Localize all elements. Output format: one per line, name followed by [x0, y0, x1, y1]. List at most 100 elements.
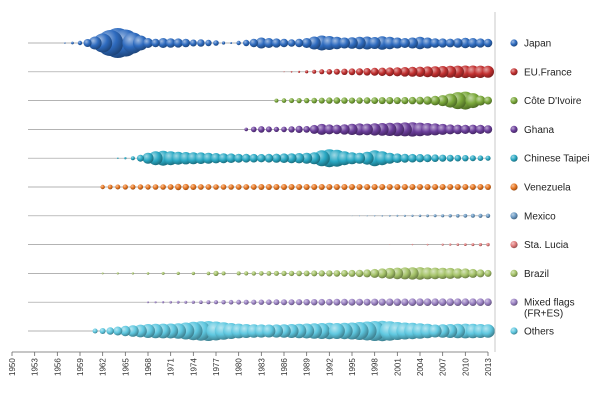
legend-label: Mixed flags (FR+ES) [524, 298, 575, 320]
bubble-c-te-d-ivoire-1999 [378, 97, 386, 105]
bubble-venezuela-1973 [182, 183, 189, 191]
bubble-mixed-flags-fr-es-1986 [281, 299, 287, 306]
legend-item-mixed-flags-fr-es: Mixed flags (FR+ES) [510, 298, 575, 320]
bubble-mixed-flags-fr-es-2010 [461, 298, 470, 307]
bubble-c-te-d-ivoire-1987 [289, 98, 295, 104]
bubble-mexico-2012 [478, 213, 483, 218]
bubble-mexico-2005 [426, 214, 429, 218]
bubble-mixed-flags-fr-es-2003 [408, 298, 417, 307]
bubble-ghana-1993 [332, 124, 342, 135]
bubble-venezuela-2009 [454, 184, 461, 190]
legend-marker [510, 68, 518, 76]
legend-item-brazil: Brazil [510, 269, 549, 280]
legend-label: Côte D'Ivoire [524, 96, 582, 107]
bubble-c-te-d-ivoire-1995 [348, 97, 356, 104]
bubble-others-1962 [99, 328, 106, 334]
bubble-brazil-1988 [296, 270, 302, 277]
bubble-japan-1981 [243, 39, 250, 47]
legend-marker [510, 298, 518, 306]
bubble-chinese-taipei-2012 [477, 155, 484, 161]
bubble-venezuela-1985 [273, 184, 280, 190]
bubble-brazil-1962 [101, 272, 104, 275]
legend-marker [510, 241, 518, 249]
bubble-venezuela-1974 [190, 184, 197, 190]
x-tick-label: 1974 [189, 358, 198, 376]
bubble-japan-1957 [64, 42, 66, 44]
bubble-mexico-1997 [366, 215, 368, 217]
legend-label: Brazil [524, 269, 549, 280]
bubble-mexico-1995 [351, 215, 353, 217]
bubble-japan-1985 [271, 38, 282, 48]
bubble-japan-1970 [158, 38, 169, 48]
bubble-brazil-1966 [131, 272, 135, 275]
bubble-chinese-taipei-1989 [301, 152, 313, 164]
bubble-brazil-2013 [484, 269, 492, 277]
bubble-ghana-1988 [295, 125, 303, 133]
bubble-mixed-flags-fr-es-1995 [348, 298, 356, 306]
bubble-ghana-1990 [309, 124, 319, 134]
bubble-c-te-d-ivoire-1992 [326, 97, 333, 104]
bubble-venezuela-1986 [281, 184, 287, 190]
bubble-ghana-1989 [303, 125, 311, 133]
legend-item-mexico: Mexico [510, 211, 556, 222]
legend-marker [510, 97, 518, 105]
bubble-brazil-1998 [370, 268, 380, 278]
bubble-mixed-flags-fr-es-1996 [356, 298, 364, 306]
bubble-mixed-flags-fr-es-1980 [236, 299, 242, 305]
legend-label: EU.France [524, 67, 572, 78]
bubble-brazil-2009 [452, 268, 463, 279]
bubble-japan-1983 [255, 37, 267, 49]
bubble-mixed-flags-fr-es-1987 [288, 299, 295, 306]
bubble-eu-france-1986 [283, 71, 285, 73]
bubble-brazil-1978 [221, 271, 226, 276]
bubble-brazil-1987 [288, 270, 295, 277]
bubble-brazil-2008 [444, 267, 456, 279]
series-row-ghana [28, 122, 493, 137]
x-axis: 1950 1953 1956 1959 1962 1965 1968 1971 1974 1977… [8, 351, 493, 376]
x-tick-label: 1998 [371, 358, 380, 376]
bubble-chinese-taipei-1977 [210, 153, 222, 164]
x-tick-label: 1953 [31, 358, 40, 376]
bubble-brazil-1999 [377, 268, 388, 279]
bubble-venezuela-1967 [137, 184, 144, 190]
bubble-chinese-taipei-1981 [241, 153, 251, 163]
bubble-ghana-1985 [273, 126, 280, 132]
bubble-venezuela-1988 [296, 184, 303, 190]
bubble-chinese-taipei-2011 [469, 155, 476, 162]
bubble-japan-1980 [236, 40, 241, 46]
bubble-japan-2013 [483, 38, 493, 48]
bubble-c-te-d-ivoire-1994 [341, 97, 348, 104]
bubble-mixed-flags-fr-es-1973 [184, 300, 188, 304]
bubble-c-te-d-ivoire-2002 [401, 97, 409, 105]
bubble-japan-1978 [221, 41, 226, 45]
bubble-eu-france-1998 [370, 67, 379, 76]
bubble-brazil-2012 [476, 269, 485, 278]
bubble-brazil-1980 [236, 271, 241, 276]
bubble-venezuela-1981 [243, 184, 250, 190]
bubble-brazil-1983 [259, 271, 264, 276]
series-rows [28, 28, 495, 342]
bubble-venezuela-2006 [432, 184, 439, 190]
bubble-mexico-2002 [403, 214, 406, 217]
bubble-japan-1969 [151, 38, 160, 48]
bubble-japan-1994 [338, 37, 350, 49]
bubble-venezuela-1976 [205, 184, 212, 190]
bubble-chinese-taipei-2003 [408, 153, 417, 163]
bubble-chinese-taipei-1987 [286, 153, 297, 164]
bubble-mixed-flags-fr-es-1968 [147, 301, 149, 304]
bubble-c-te-d-ivoire-1998 [371, 97, 379, 104]
bubble-mixed-flags-fr-es-1984 [266, 299, 272, 306]
bubble-eu-france-1996 [355, 68, 364, 76]
bubble-japan-2006 [430, 38, 440, 48]
bubble-venezuela-1991 [318, 184, 325, 190]
legend-label: Others [524, 327, 554, 338]
bubble-japan-1958 [71, 41, 74, 45]
bubble-ghana-1994 [339, 124, 350, 135]
bubble-mixed-flags-fr-es-1970 [161, 301, 165, 304]
bubble-japan-2001 [391, 37, 403, 49]
x-tick-label: 1962 [99, 358, 108, 376]
legend: Japan EU.France Côte D'Ivoire Ghana Chinese … [494, 12, 589, 352]
bubble-japan-2003 [406, 37, 418, 49]
x-tick-label: 2007 [439, 358, 448, 376]
